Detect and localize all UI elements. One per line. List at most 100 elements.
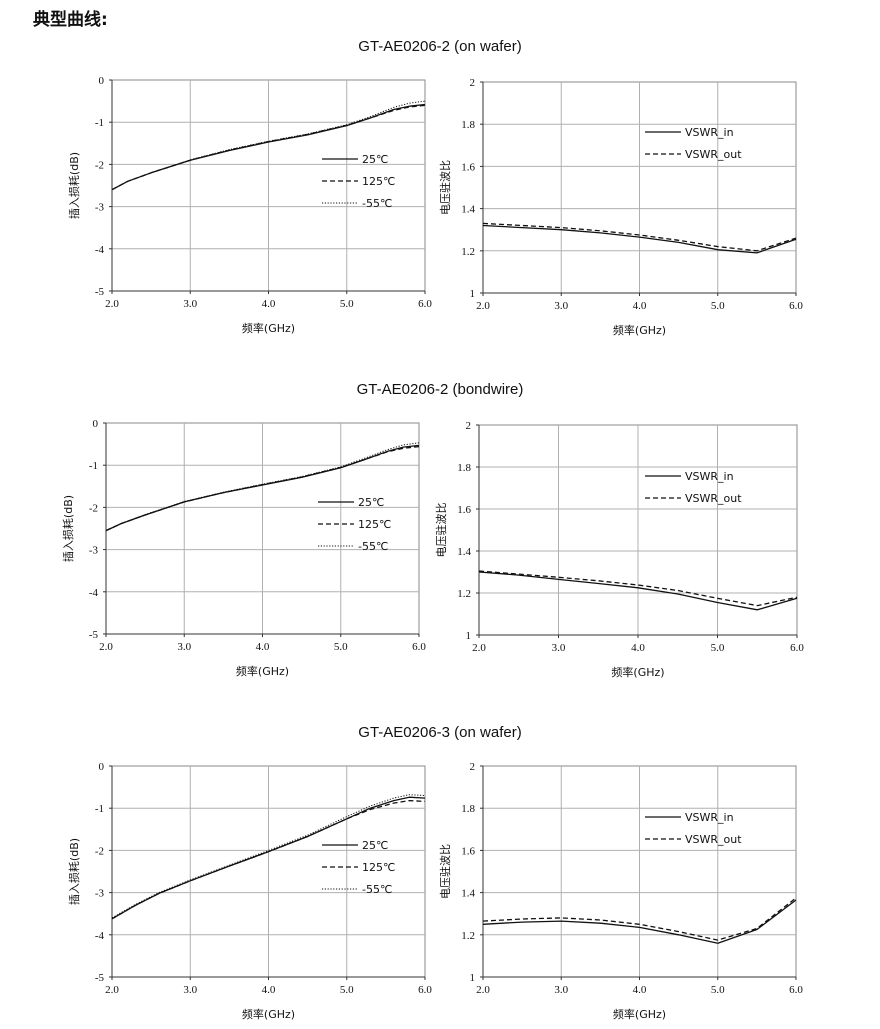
series-line-2 xyxy=(482,897,797,941)
x-tick-label: 3.0 xyxy=(177,641,191,653)
y-tick-label: -4 xyxy=(89,587,99,599)
x-tick-label: 2.0 xyxy=(476,300,490,312)
series-line-1 xyxy=(105,444,420,532)
y-tick-label: 1.2 xyxy=(461,246,475,258)
page-heading: 典型曲线: xyxy=(33,10,108,30)
section-title-1: GT-AE0206-2 (on wafer) xyxy=(358,38,522,55)
series-line-1 xyxy=(482,224,797,254)
y-axis-label: 插入损耗(dB) xyxy=(61,495,75,562)
y-tick-label: -3 xyxy=(89,545,99,557)
y-tick-label: 1.8 xyxy=(461,119,475,131)
x-tick-label: 4.0 xyxy=(633,300,647,312)
y-tick-label: 2 xyxy=(470,761,476,773)
y-tick-label: 1.2 xyxy=(461,930,475,942)
legend-label-1: 25℃ xyxy=(358,496,384,509)
y-tick-label: -3 xyxy=(95,888,105,900)
legend-label-3: -55℃ xyxy=(358,540,388,553)
x-axis-label: 频率(GHz) xyxy=(242,1007,295,1021)
legend-label-1: 25℃ xyxy=(362,839,388,852)
y-tick-label: 1.6 xyxy=(457,504,471,516)
x-axis-label: 频率(GHz) xyxy=(611,665,664,679)
y-tick-label: 1.8 xyxy=(457,462,471,474)
x-tick-label: 4.0 xyxy=(262,984,276,996)
x-tick-label: 2.0 xyxy=(99,641,113,653)
legend-label-2: VSWR_out xyxy=(685,492,742,505)
y-axis-label: 电压驻波比 xyxy=(434,503,448,558)
y-tick-label: 1.8 xyxy=(461,803,475,815)
legend-label-2: 125℃ xyxy=(358,518,391,531)
x-tick-label: 6.0 xyxy=(412,641,426,653)
x-axis-label: 频率(GHz) xyxy=(613,1007,666,1021)
legend-label-2: 125℃ xyxy=(362,861,395,874)
x-tick-label: 4.0 xyxy=(256,641,270,653)
x-tick-label: 3.0 xyxy=(554,984,568,996)
legend-label-2: 125℃ xyxy=(362,175,395,188)
y-tick-label: 2 xyxy=(466,420,472,432)
x-axis-label: 频率(GHz) xyxy=(236,664,289,678)
series-line-1 xyxy=(478,571,798,611)
y-tick-label: 1.4 xyxy=(461,204,475,216)
y-axis-label: 插入损耗(dB) xyxy=(67,838,81,905)
x-tick-label: 6.0 xyxy=(418,984,432,996)
legend-label-3: -55℃ xyxy=(362,883,392,896)
x-tick-label: 2.0 xyxy=(472,642,486,654)
series-line-2 xyxy=(478,570,798,607)
y-tick-label: -2 xyxy=(95,845,104,857)
y-tick-label: 1 xyxy=(470,288,476,300)
legend-label-2: VSWR_out xyxy=(685,148,742,161)
y-axis-label: 插入损耗(dB) xyxy=(67,152,81,219)
y-tick-label: 1.4 xyxy=(461,888,475,900)
y-tick-label: -5 xyxy=(95,286,105,298)
series-line-2 xyxy=(482,222,797,252)
y-tick-label: -1 xyxy=(89,460,98,472)
x-tick-label: 3.0 xyxy=(183,298,197,310)
x-tick-label: 3.0 xyxy=(554,300,568,312)
y-tick-label: 0 xyxy=(99,761,105,773)
x-tick-label: 6.0 xyxy=(789,984,803,996)
x-tick-label: 3.0 xyxy=(183,984,197,996)
y-tick-label: -2 xyxy=(95,159,104,171)
y-tick-label: 0 xyxy=(99,75,105,87)
y-tick-label: 1 xyxy=(466,630,472,642)
y-tick-label: -4 xyxy=(95,930,105,942)
x-tick-label: 5.0 xyxy=(711,300,725,312)
x-tick-label: 2.0 xyxy=(105,984,119,996)
series-line-1 xyxy=(482,899,797,944)
x-tick-label: 5.0 xyxy=(334,641,348,653)
x-axis-label: 频率(GHz) xyxy=(242,321,295,335)
y-tick-label: -2 xyxy=(89,502,98,514)
y-axis-label: 电压驻波比 xyxy=(438,160,452,215)
x-tick-label: 6.0 xyxy=(790,642,804,654)
x-tick-label: 5.0 xyxy=(711,642,725,654)
x-tick-label: 5.0 xyxy=(340,298,354,310)
legend-label-1: VSWR_in xyxy=(685,126,734,139)
y-tick-label: 1.6 xyxy=(461,161,475,173)
legend-label-1: 25℃ xyxy=(362,153,388,166)
y-tick-label: -3 xyxy=(95,202,105,214)
x-tick-label: 2.0 xyxy=(476,984,490,996)
y-tick-label: -5 xyxy=(89,629,99,641)
y-tick-label: 1.2 xyxy=(457,588,471,600)
y-tick-label: 2 xyxy=(470,77,476,89)
y-tick-label: -1 xyxy=(95,803,104,815)
x-tick-label: 5.0 xyxy=(711,984,725,996)
section-title-3: GT-AE0206-3 (on wafer) xyxy=(358,724,522,741)
x-tick-label: 4.0 xyxy=(262,298,276,310)
x-tick-label: 5.0 xyxy=(340,984,354,996)
y-tick-label: 0 xyxy=(93,418,99,430)
x-tick-label: 4.0 xyxy=(631,642,645,654)
y-tick-label: -5 xyxy=(95,972,105,984)
x-axis-label: 频率(GHz) xyxy=(613,323,666,337)
legend-label-1: VSWR_in xyxy=(685,470,734,483)
y-axis-label: 电压驻波比 xyxy=(438,844,452,899)
legend-label-1: VSWR_in xyxy=(685,811,734,824)
y-tick-label: -1 xyxy=(95,117,104,129)
x-tick-label: 4.0 xyxy=(633,984,647,996)
legend-label-2: VSWR_out xyxy=(685,833,742,846)
x-tick-label: 3.0 xyxy=(552,642,566,654)
y-tick-label: 1.6 xyxy=(461,845,475,857)
